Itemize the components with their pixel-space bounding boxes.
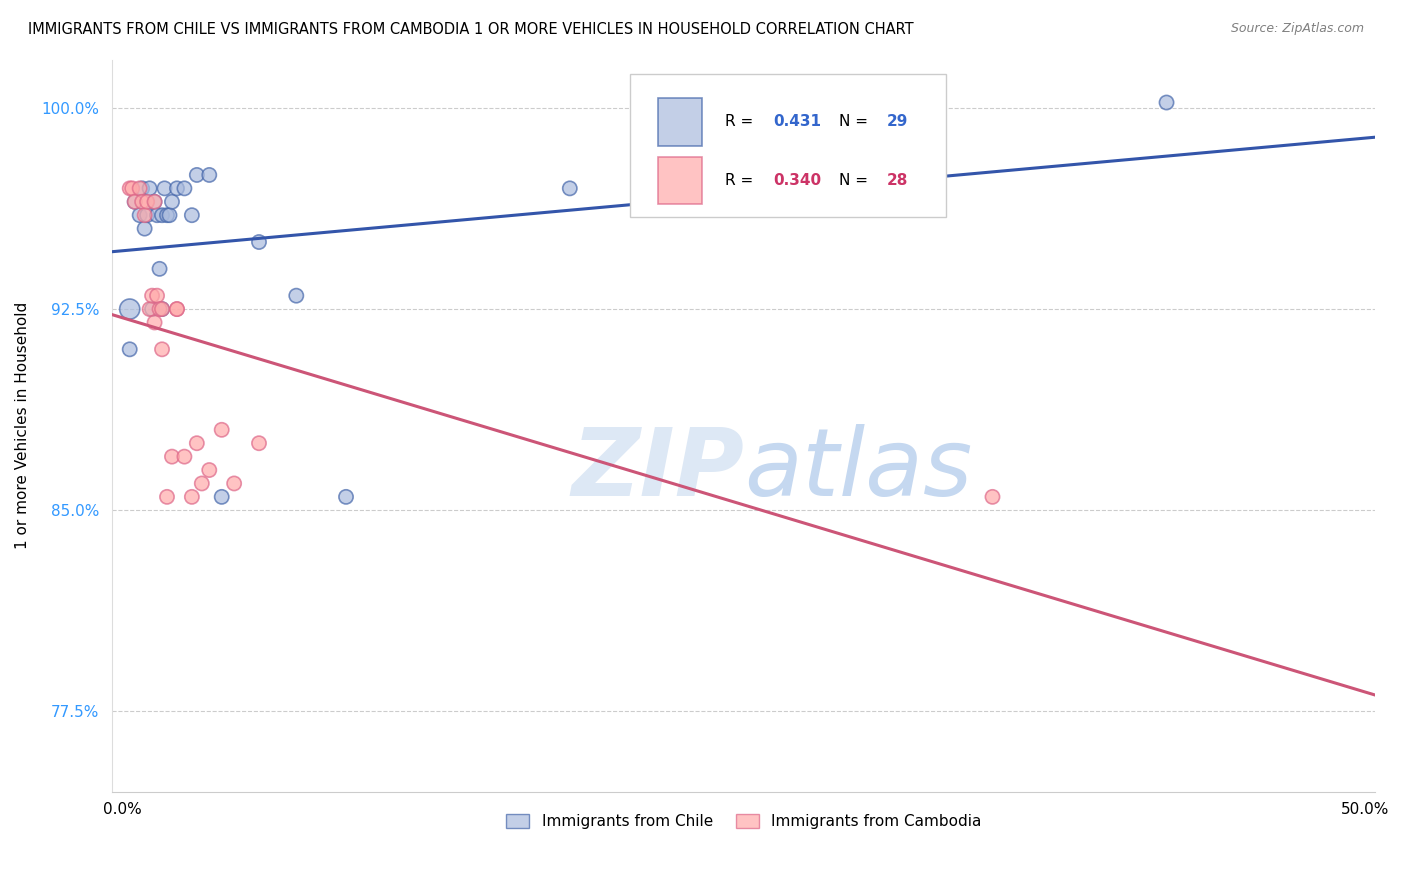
Point	[335, 490, 357, 504]
Point	[131, 194, 153, 209]
Point	[128, 208, 150, 222]
Point	[166, 302, 188, 317]
Point	[285, 288, 308, 302]
Point	[191, 476, 214, 491]
Point	[138, 302, 160, 317]
FancyBboxPatch shape	[658, 157, 702, 204]
Point	[128, 181, 150, 195]
Point	[198, 168, 221, 182]
FancyBboxPatch shape	[630, 74, 946, 217]
Text: ZIP: ZIP	[571, 424, 744, 516]
Point	[146, 208, 169, 222]
Point	[131, 181, 153, 195]
Point	[186, 168, 208, 182]
Point	[134, 208, 156, 222]
Legend: Immigrants from Chile, Immigrants from Cambodia: Immigrants from Chile, Immigrants from C…	[501, 808, 987, 836]
Text: 28: 28	[887, 173, 908, 188]
Text: Source: ZipAtlas.com: Source: ZipAtlas.com	[1230, 22, 1364, 36]
Point	[224, 476, 246, 491]
Point	[148, 261, 170, 276]
FancyBboxPatch shape	[658, 98, 702, 145]
Point	[558, 181, 581, 195]
Text: atlas: atlas	[744, 425, 972, 516]
Point	[159, 208, 181, 222]
Point	[156, 490, 179, 504]
Point	[150, 302, 173, 317]
Point	[150, 208, 173, 222]
Point	[143, 194, 166, 209]
Point	[247, 436, 270, 450]
Point	[153, 181, 176, 195]
Point	[141, 302, 163, 317]
Point	[134, 221, 156, 235]
Text: 0.431: 0.431	[773, 114, 821, 129]
Point	[124, 194, 146, 209]
Point	[146, 288, 169, 302]
Text: R =: R =	[725, 114, 758, 129]
Point	[166, 302, 188, 317]
Point	[118, 302, 141, 317]
Point	[211, 423, 233, 437]
Point	[150, 343, 173, 357]
Point	[118, 181, 141, 195]
Point	[173, 450, 195, 464]
Point	[143, 316, 166, 330]
Point	[1156, 95, 1178, 110]
Point	[186, 436, 208, 450]
Point	[160, 194, 183, 209]
Y-axis label: 1 or more Vehicles in Household: 1 or more Vehicles in Household	[15, 302, 30, 549]
Point	[124, 194, 146, 209]
Text: 29: 29	[887, 114, 908, 129]
Point	[148, 302, 170, 317]
Point	[981, 490, 1004, 504]
Point	[156, 208, 179, 222]
Text: 0.340: 0.340	[773, 173, 821, 188]
Point	[150, 302, 173, 317]
Text: IMMIGRANTS FROM CHILE VS IMMIGRANTS FROM CAMBODIA 1 OR MORE VEHICLES IN HOUSEHOL: IMMIGRANTS FROM CHILE VS IMMIGRANTS FROM…	[28, 22, 914, 37]
Point	[173, 181, 195, 195]
Point	[180, 490, 202, 504]
Point	[143, 194, 166, 209]
Point	[180, 208, 202, 222]
Point	[118, 343, 141, 357]
Text: R =: R =	[725, 173, 758, 188]
Point	[160, 450, 183, 464]
Point	[198, 463, 221, 477]
Point	[121, 181, 143, 195]
Point	[166, 181, 188, 195]
Point	[141, 288, 163, 302]
Point	[138, 181, 160, 195]
Point	[136, 208, 159, 222]
Point	[136, 194, 159, 209]
Text: N =: N =	[838, 114, 873, 129]
Point	[247, 235, 270, 249]
Point	[211, 490, 233, 504]
Text: N =: N =	[838, 173, 873, 188]
